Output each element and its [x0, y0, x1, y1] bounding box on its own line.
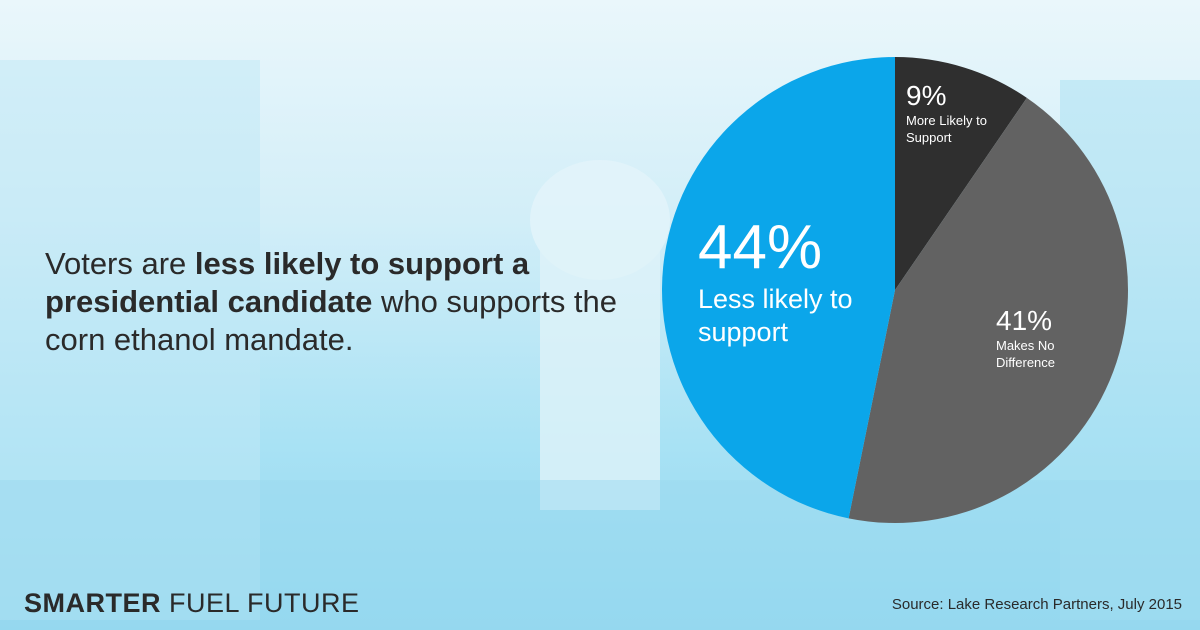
value-label: 44%: [698, 213, 823, 282]
slice-label: 44% Less likely to support: [698, 212, 858, 349]
value-label: 9%: [906, 80, 947, 111]
category-label: Makes No Difference: [996, 338, 1056, 370]
slice-label: 41% Makes No Difference: [996, 305, 1096, 371]
category-label: More Likely to Support: [906, 113, 987, 145]
headline-text: who supports the corn ethanol mandate.: [45, 284, 618, 357]
source: Source: Lake Research Partners, July 201…: [891, 596, 1182, 613]
brand: SMARTER FUEL FUTURE: [24, 588, 360, 619]
category-label: Less likely to support: [698, 284, 853, 347]
pie-slice: [662, 57, 895, 519]
pie-slice: [848, 97, 1128, 523]
headline-emphasis: less likely to support a presidential ca…: [45, 246, 530, 319]
brand-bold: SMARTER: [24, 588, 161, 618]
brand-regular: FUEL FUTURE: [169, 588, 360, 618]
pie-slice: [895, 57, 1027, 290]
value-label: 41%: [996, 305, 1053, 336]
slice-label: 9% More Likely to Support: [906, 80, 1006, 146]
headline-text: Voters are: [45, 246, 195, 281]
headline: Voters are less likely to support a pres…: [45, 245, 645, 359]
